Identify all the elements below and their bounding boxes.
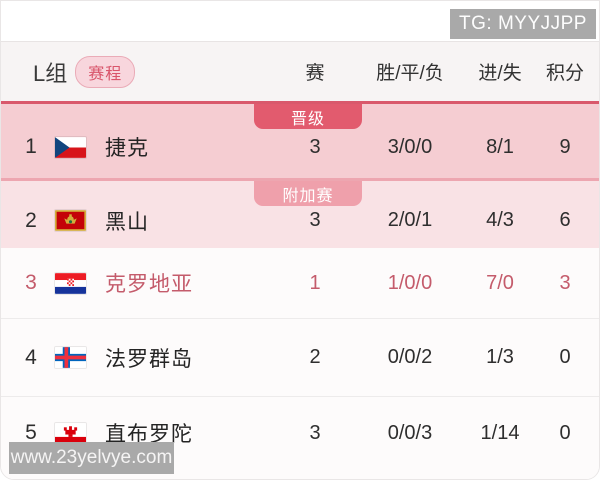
team-name: 法罗群岛 <box>105 347 193 371</box>
points-cell: 6 <box>559 209 571 231</box>
points-cell: 3 <box>559 271 571 294</box>
flag-cell <box>51 272 95 294</box>
wdl-cell: 0/0/3 <box>387 421 433 444</box>
column-header-wdl: 胜/平/负 <box>376 63 444 84</box>
flag-cell <box>51 422 95 444</box>
column-header-goals: 进/失 <box>478 63 522 84</box>
gibraltar-flag-icon <box>55 422 86 444</box>
table-header-left: L组 赛程 <box>11 55 275 88</box>
table-header: L组 赛程 赛 胜/平/负 进/失 积分 <box>1 41 599 101</box>
team-name: 克罗地亚 <box>105 273 193 296</box>
playoff-badge: 附加赛 <box>254 181 362 206</box>
points-cell: 9 <box>559 135 571 158</box>
played-cell: 1 <box>309 271 321 294</box>
schedule-button[interactable]: 赛程 <box>75 55 136 88</box>
faroe-islands-flag-icon <box>55 347 86 368</box>
top-bar: TG: MYYJJPP <box>1 1 599 41</box>
table-row[interactable]: 晋级 1 捷克 3 3/0/0 8/1 9 <box>1 101 599 178</box>
rank-cell: 1 <box>25 135 37 158</box>
rank-cell: 2 <box>25 208 37 232</box>
team-name: 捷克 <box>105 137 149 160</box>
team-name: 直布罗陀 <box>105 423 193 446</box>
column-header-points: 积分 <box>545 63 584 84</box>
played-cell: 3 <box>309 209 321 231</box>
goals-cell: 8/1 <box>486 135 514 158</box>
tg-watermark: TG: MYYJJPP <box>450 9 596 39</box>
column-header-played: 赛 <box>305 63 325 84</box>
flag-cell <box>51 210 95 231</box>
points-cell: 0 <box>559 421 571 444</box>
played-cell: 3 <box>309 135 321 158</box>
czech-republic-flag-icon <box>55 136 86 158</box>
wdl-cell: 2/0/1 <box>387 209 433 231</box>
group-title: L组 <box>33 60 68 86</box>
montenegro-flag-icon <box>55 210 86 231</box>
goals-cell: 7/0 <box>486 271 514 294</box>
team-name: 黑山 <box>105 210 149 234</box>
table-row[interactable]: 附加赛 2 黑山 3 2/0/1 4/3 6 <box>1 178 599 248</box>
wdl-cell: 0/0/2 <box>387 346 433 368</box>
rank-cell: 3 <box>25 271 37 294</box>
goals-cell: 4/3 <box>486 209 514 231</box>
rank-cell: 4 <box>25 345 37 369</box>
croatia-flag-icon <box>55 272 86 294</box>
played-cell: 3 <box>309 421 321 444</box>
goals-cell: 1/3 <box>486 346 514 368</box>
site-watermark: www.23yelvye.com <box>9 442 174 474</box>
wdl-cell: 1/0/0 <box>387 271 433 294</box>
played-cell: 2 <box>309 346 321 368</box>
qualified-badge: 晋级 <box>254 104 362 129</box>
wdl-cell: 3/0/0 <box>387 135 433 158</box>
flag-cell <box>51 136 95 158</box>
goals-cell: 1/14 <box>480 421 520 444</box>
rank-cell: 5 <box>25 421 37 444</box>
table-row[interactable]: 3 克罗地亚 <box>1 248 599 319</box>
table-row[interactable]: 4 法罗群岛 2 0/0/2 1/3 0 <box>1 319 599 397</box>
flag-cell <box>51 347 95 368</box>
points-cell: 0 <box>559 346 571 368</box>
